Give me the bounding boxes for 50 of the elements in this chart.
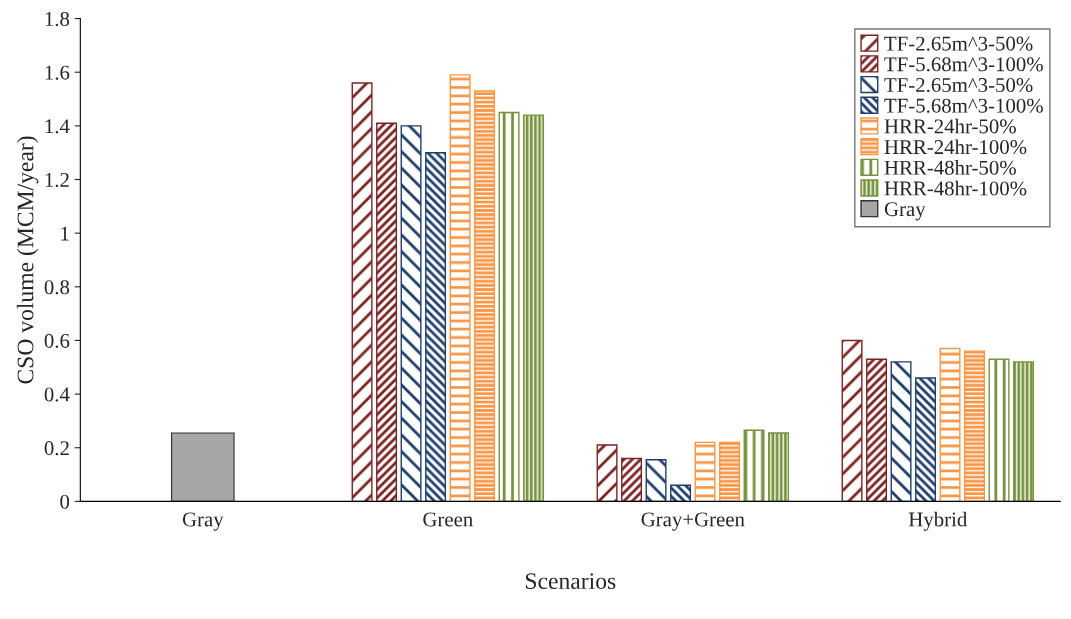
x-tick-label: Hybrid: [908, 511, 968, 531]
bar: [988, 358, 1010, 502]
legend-label: TF-5.68m^3-100%: [884, 98, 1043, 113]
y-tick-label: 0.4: [44, 387, 70, 402]
y-tick-label: 0.6: [44, 333, 70, 348]
x-tick-label: Gray+Green: [641, 512, 745, 531]
bar: [719, 441, 741, 502]
legend-label: TF-5.68m^3-100%: [884, 57, 1043, 72]
x-tick-label: Green: [423, 512, 473, 527]
bar: [376, 122, 398, 502]
y-axis-title: CSO volume (MCM/year): [16, 136, 39, 384]
bar: [694, 441, 716, 502]
bar: [768, 432, 790, 502]
bar: [171, 432, 235, 502]
bar: [400, 125, 422, 502]
bar: [743, 429, 765, 502]
y-tick-label: 1.4: [45, 119, 70, 134]
y-tick-label: 1: [61, 226, 69, 241]
bar: [866, 358, 888, 502]
x-tick-label: Gray: [182, 512, 224, 531]
bar: [841, 339, 863, 502]
bar: [1013, 361, 1035, 502]
legend-label: HRR-24hr-100%: [884, 139, 1027, 155]
bar: [915, 377, 937, 502]
bar: [449, 74, 471, 502]
bar: [670, 484, 692, 502]
y-tick-label: 1.8: [45, 11, 70, 27]
bar: [474, 90, 496, 502]
legend-label: HRR-48hr-100%: [884, 180, 1027, 196]
bar: [890, 361, 912, 502]
x-axis-title: Scenarios: [525, 573, 616, 590]
legend-label: TF-2.65m^3-50%: [884, 77, 1033, 93]
bar: [596, 444, 618, 502]
y-tick-label: 0.8: [44, 280, 70, 295]
bar: [964, 350, 986, 502]
bar: [523, 114, 545, 502]
y-tick-label: 1.2: [45, 172, 69, 188]
y-tick-label: 0.2: [44, 441, 69, 456]
legend-label: Gray: [884, 202, 926, 221]
bar: [425, 151, 447, 502]
legend-label: HRR-24hr-50%: [884, 118, 1016, 134]
bar: [498, 111, 520, 502]
legend-label: TF-2.65m^3-50%: [884, 36, 1033, 51]
bar: [621, 457, 643, 502]
legend-label: HRR-48hr-50%: [884, 160, 1016, 175]
bar: [351, 82, 373, 502]
bar: [645, 459, 667, 502]
bar: [939, 347, 961, 502]
y-tick-label: 1.6: [45, 65, 70, 80]
y-tick-label: 0: [60, 494, 70, 509]
